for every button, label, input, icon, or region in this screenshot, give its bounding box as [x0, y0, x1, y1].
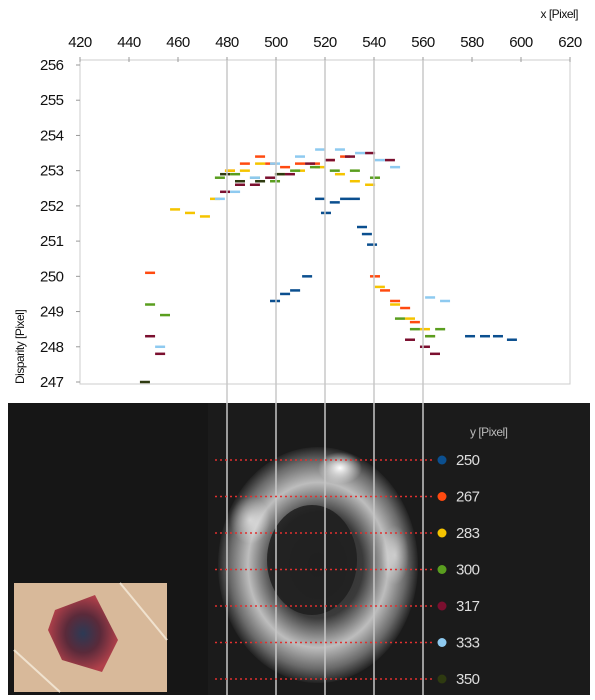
legend-label: 300 [456, 562, 480, 579]
legend-marker [438, 602, 447, 611]
y-axis-label: Disparity [Pixel] [13, 310, 27, 384]
x-tick-label: 600 [509, 34, 533, 51]
y-tick-label: 252 [40, 198, 64, 215]
legend-title: y [Pixel] [470, 425, 508, 439]
x-tick-label: 420 [68, 34, 92, 51]
highlight [381, 525, 409, 585]
x-tick-label: 560 [411, 34, 435, 51]
y-tick-label: 254 [40, 127, 64, 144]
legend-marker [438, 529, 447, 538]
legend-marker [438, 492, 447, 501]
y-tick-label: 251 [40, 233, 64, 250]
legend-label: 350 [456, 671, 480, 688]
chart: x [Pixel] Disparity [Pixel] y [Pixel] 42… [0, 0, 595, 695]
y-tick-label: 250 [40, 268, 64, 285]
legend-label: 250 [456, 452, 480, 469]
x-tick-label: 460 [166, 34, 190, 51]
legend-label: 333 [456, 635, 480, 652]
legend-marker [438, 675, 447, 684]
x-tick-label: 620 [558, 34, 582, 51]
legend-marker [438, 565, 447, 574]
y-tick-label: 247 [40, 374, 64, 391]
y-tick-label: 256 [40, 57, 64, 74]
legend-label: 317 [456, 598, 480, 615]
x-tick-label: 480 [215, 34, 239, 51]
x-tick-label: 540 [362, 34, 386, 51]
legend-label: 283 [456, 525, 480, 542]
y-tick-label: 255 [40, 92, 64, 109]
x-tick-label: 520 [313, 34, 337, 51]
highlight [230, 496, 270, 544]
x-tick-label: 580 [460, 34, 484, 51]
legend-marker [438, 638, 447, 647]
x-tick-label: 500 [264, 34, 288, 51]
y-tick-label: 248 [40, 339, 64, 356]
y-tick-label: 249 [40, 304, 64, 321]
y-tick-label: 253 [40, 163, 64, 180]
legend-marker [438, 456, 447, 465]
x-tick-label: 440 [117, 34, 141, 51]
object-hole [267, 505, 357, 615]
legend-label: 267 [456, 489, 480, 506]
x-axis-label: x [Pixel] [540, 7, 578, 21]
